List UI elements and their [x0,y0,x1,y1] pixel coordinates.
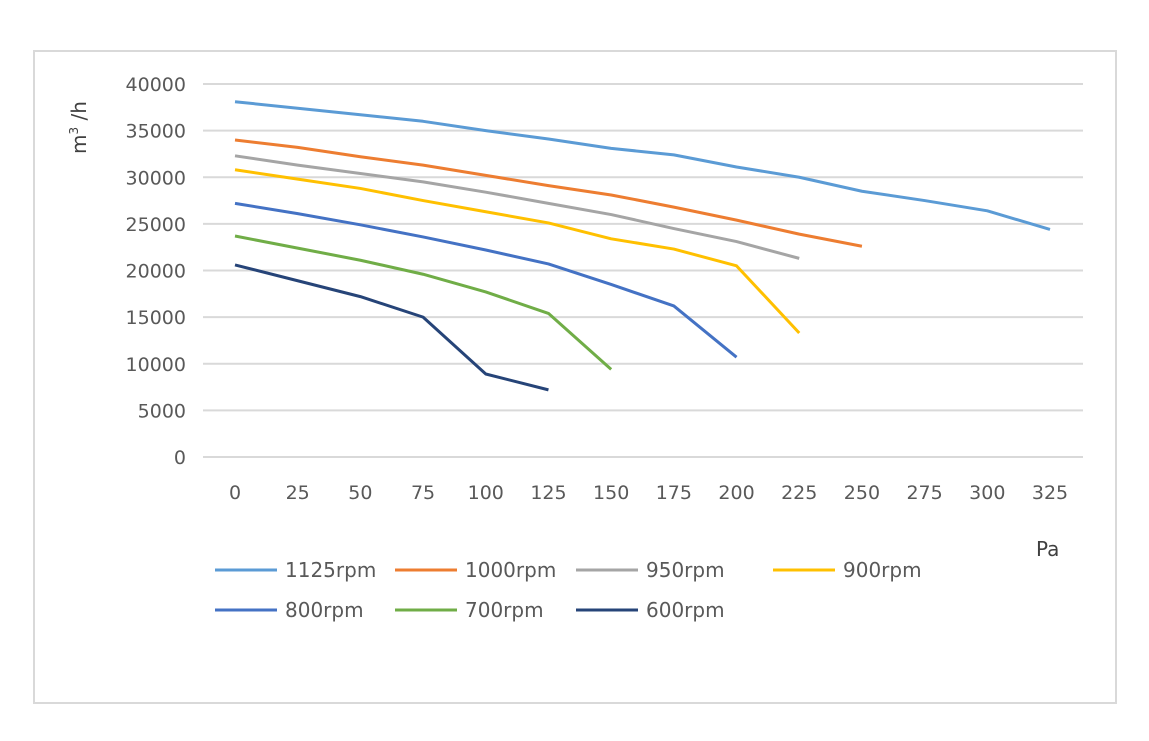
series-line-1125rpm [234,100,1051,231]
series-line-800rpm [234,201,738,359]
y-tick-label: 5000 [138,400,186,422]
legend-label: 600rpm [646,598,725,622]
y-tick-label: 30000 [126,167,186,189]
y-axis-title-base: m [67,135,91,154]
chart-area [33,50,1117,704]
y-axis-ticks: 0 5000 10000 15000 20000 25000 30000 35000 40000 [126,74,186,469]
x-tick-label: 50 [348,482,372,504]
x-tick-label: 250 [844,482,880,504]
y-tick-label: 0 [174,447,186,469]
y-axis-title-unit: /h [67,101,91,127]
x-tick-label: 225 [781,482,817,504]
legend-label: 1125rpm [285,558,376,582]
series-line-950rpm [234,154,800,260]
legend-item: 1000rpm [395,558,556,582]
x-tick-label: 100 [468,482,504,504]
legend: 1125rpm 1000rpm 950rpm 900rpm 800rpm 700rpm 60… [215,558,922,622]
legend-label: 950rpm [646,558,725,582]
x-tick-label: 125 [530,482,566,504]
x-axis-title: Pa [1036,537,1059,561]
legend-label: 900rpm [843,558,922,582]
y-tick-label: 10000 [126,354,186,376]
x-axis-ticks: 0 25 50 75 100 125 150 175 200 225 250 275 300 325 [229,482,1068,504]
series-line-700rpm [234,234,613,371]
x-tick-label: 325 [1032,482,1068,504]
x-tick-label: 0 [229,482,241,504]
x-tick-label: 150 [593,482,629,504]
legend-label: 800rpm [285,598,364,622]
y-tick-label: 25000 [126,214,186,236]
y-tick-label: 40000 [126,74,186,96]
legend-item: 1125rpm [215,558,376,582]
gridlines [203,83,1083,458]
legend-item: 700rpm [395,598,544,622]
legend-item: 800rpm [215,598,364,622]
series-line-600rpm [234,263,549,392]
series-lines [234,100,1051,392]
series-line-1000rpm [234,138,863,248]
x-tick-label: 275 [906,482,942,504]
series-line-900rpm [234,168,801,335]
y-axis-title: m3 /h [67,101,91,154]
legend-item: 600rpm [576,598,725,622]
y-tick-label: 35000 [126,121,186,143]
legend-item: 900rpm [773,558,922,582]
legend-label: 700rpm [465,598,544,622]
legend-item: 950rpm [576,558,725,582]
y-tick-label: 20000 [126,261,186,283]
x-tick-label: 75 [411,482,435,504]
y-axis-title-superscript: 3 [67,127,81,135]
legend-label: 1000rpm [465,558,556,582]
x-tick-label: 175 [656,482,692,504]
x-tick-label: 200 [718,482,754,504]
y-tick-label: 15000 [126,307,186,329]
x-tick-label: 25 [286,482,310,504]
x-tick-label: 300 [969,482,1005,504]
